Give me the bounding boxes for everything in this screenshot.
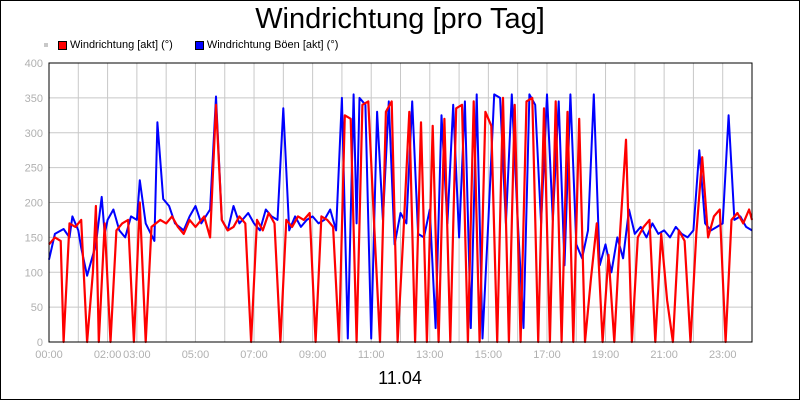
- x-tick-label: 11:00: [358, 349, 385, 361]
- chart-title: Windrichtung [pro Tag]: [255, 3, 545, 35]
- y-tick-label: 250: [25, 163, 43, 175]
- y-tick-label: 300: [25, 128, 43, 140]
- x-tick-label: 07:00: [240, 349, 268, 361]
- plot-border: [48, 62, 753, 343]
- legend-item-blue: Windrichtung Böen [akt] (°): [194, 39, 339, 51]
- legend-marker-icon: [44, 43, 48, 47]
- x-tick-label: 19:00: [592, 349, 620, 361]
- legend-label-red: Windrichtung [akt] (°): [70, 39, 173, 51]
- x-tick-label: 09:00: [299, 349, 327, 361]
- y-tick-label: 50: [31, 302, 43, 314]
- y-tick-label: 100: [25, 267, 43, 279]
- legend-swatch-blue: [194, 40, 204, 50]
- legend-item-red: Windrichtung [akt] (°): [58, 39, 173, 51]
- y-tick-label: 150: [25, 232, 43, 244]
- legend: Windrichtung [akt] (°) Windrichtung Böen…: [44, 38, 360, 52]
- x-tick-label: 23:00: [709, 349, 737, 361]
- x-tick-label: 05:00: [182, 349, 210, 361]
- x-tick-label: 03:00: [123, 349, 151, 361]
- x-tick-label: 02:00: [94, 349, 122, 361]
- legend-label-blue: Windrichtung Böen [akt] (°): [206, 39, 339, 51]
- series-line-boeen: [48, 93, 753, 340]
- x-tick-label: 21:00: [650, 349, 678, 361]
- x-axis-date-label: 11.04: [378, 368, 422, 388]
- x-tick-label: 00:00: [35, 349, 63, 361]
- y-tick-label: 350: [25, 93, 43, 105]
- y-tick-label: 200: [25, 198, 43, 210]
- x-tick-label: 15:00: [475, 349, 503, 361]
- legend-swatch-red: [58, 40, 67, 50]
- x-tick-label: 17:00: [533, 349, 561, 361]
- series-line-akt: [48, 96, 754, 344]
- y-tick-label: 0: [37, 337, 43, 349]
- x-tick-label: 13:00: [416, 349, 444, 361]
- y-tick-label: 400: [25, 58, 43, 70]
